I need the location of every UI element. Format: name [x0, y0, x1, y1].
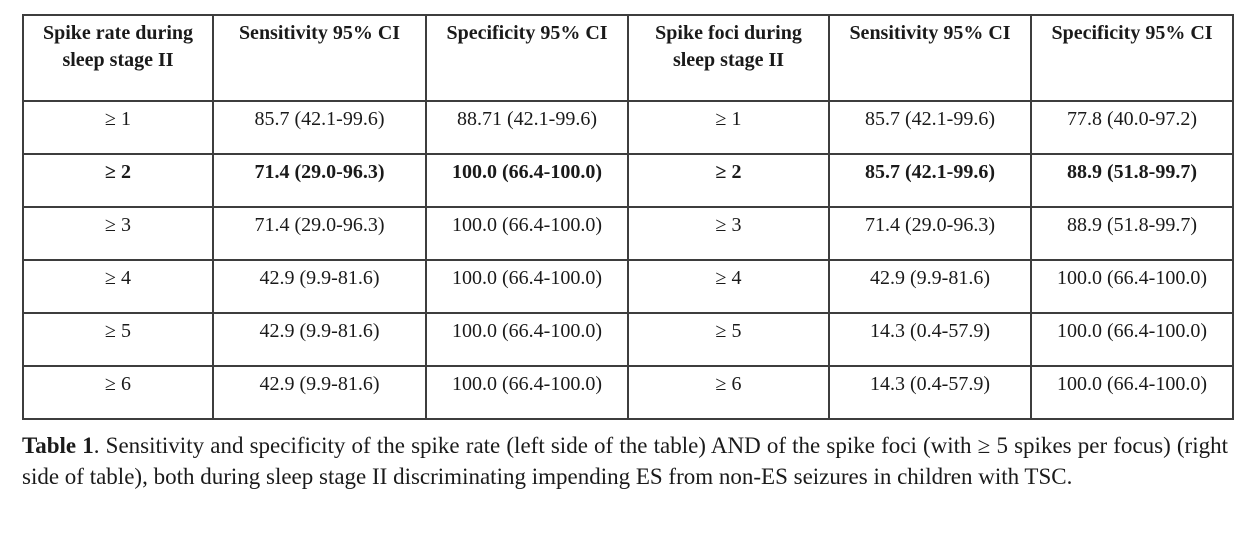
table-cell: ≥ 4 [627, 259, 830, 314]
header-row: Spike rate during sleep stage II Sensiti… [22, 14, 1234, 102]
table-cell: ≥ 6 [627, 365, 830, 420]
table-cell: ≥ 3 [22, 206, 214, 261]
table-cell: 14.3 (0.4-57.9) [828, 365, 1032, 420]
sensitivity-specificity-table: Spike rate during sleep stage II Sensiti… [22, 14, 1234, 420]
table-cell: 100.0 (66.4-100.0) [425, 312, 629, 367]
table-cell: 88.9 (51.8-99.7) [1030, 206, 1234, 261]
table-cell: ≥ 2 [627, 153, 830, 208]
table-cell: ≥ 4 [22, 259, 214, 314]
table-row: ≥ 5 42.9 (9.9-81.6) 100.0 (66.4-100.0) ≥… [22, 312, 1234, 367]
table-cell: 42.9 (9.9-81.6) [212, 259, 427, 314]
table-cell: ≥ 2 [22, 153, 214, 208]
header-spike-foci: Spike foci during sleep stage II [627, 14, 830, 102]
caption-text: . Sensitivity and specificity of the spi… [22, 433, 1228, 490]
table-row: ≥ 1 85.7 (42.1-99.6) 88.71 (42.1-99.6) ≥… [22, 100, 1234, 155]
table-cell: 88.9 (51.8-99.7) [1030, 153, 1234, 208]
table-cell: ≥ 1 [22, 100, 214, 155]
table-cell: 100.0 (66.4-100.0) [425, 153, 629, 208]
table-cell: 71.4 (29.0-96.3) [212, 153, 427, 208]
table-cell: 100.0 (66.4-100.0) [425, 206, 629, 261]
table-row: ≥ 3 71.4 (29.0-96.3) 100.0 (66.4-100.0) … [22, 206, 1234, 261]
table-cell: ≥ 3 [627, 206, 830, 261]
table-cell: ≥ 6 [22, 365, 214, 420]
table-cell: 100.0 (66.4-100.0) [1030, 312, 1234, 367]
table-cell: 100.0 (66.4-100.0) [1030, 259, 1234, 314]
table-cell: 71.4 (29.0-96.3) [828, 206, 1032, 261]
table-cell: ≥ 5 [627, 312, 830, 367]
table-cell: ≥ 1 [627, 100, 830, 155]
table-cell: 42.9 (9.9-81.6) [212, 312, 427, 367]
table-cell: 100.0 (66.4-100.0) [425, 365, 629, 420]
header-spike-rate: Spike rate during sleep stage II [22, 14, 214, 102]
table-row: ≥ 4 42.9 (9.9-81.6) 100.0 (66.4-100.0) ≥… [22, 259, 1234, 314]
table-cell: 77.8 (40.0-97.2) [1030, 100, 1234, 155]
table-cell: 88.71 (42.1-99.6) [425, 100, 629, 155]
table-cell: 100.0 (66.4-100.0) [425, 259, 629, 314]
header-sensitivity-right: Sensitivity 95% CI [828, 14, 1032, 102]
table-cell: 42.9 (9.9-81.6) [212, 365, 427, 420]
header-sensitivity-left: Sensitivity 95% CI [212, 14, 427, 102]
table-cell: 100.0 (66.4-100.0) [1030, 365, 1234, 420]
table-cell: 14.3 (0.4-57.9) [828, 312, 1032, 367]
table-cell: ≥ 5 [22, 312, 214, 367]
table-cell: 85.7 (42.1-99.6) [212, 100, 427, 155]
table-row: ≥ 6 42.9 (9.9-81.6) 100.0 (66.4-100.0) ≥… [22, 365, 1234, 420]
table-cell: 42.9 (9.9-81.6) [828, 259, 1032, 314]
header-specificity-right: Specificity 95% CI [1030, 14, 1234, 102]
table-row-highlighted: ≥ 2 71.4 (29.0-96.3) 100.0 (66.4-100.0) … [22, 153, 1234, 208]
table-cell: 85.7 (42.1-99.6) [828, 100, 1032, 155]
table-caption: Table 1. Sensitivity and specificity of … [22, 430, 1228, 493]
table-cell: 71.4 (29.0-96.3) [212, 206, 427, 261]
header-specificity-left: Specificity 95% CI [425, 14, 629, 102]
table-cell: 85.7 (42.1-99.6) [828, 153, 1032, 208]
caption-label: Table 1 [22, 433, 94, 458]
